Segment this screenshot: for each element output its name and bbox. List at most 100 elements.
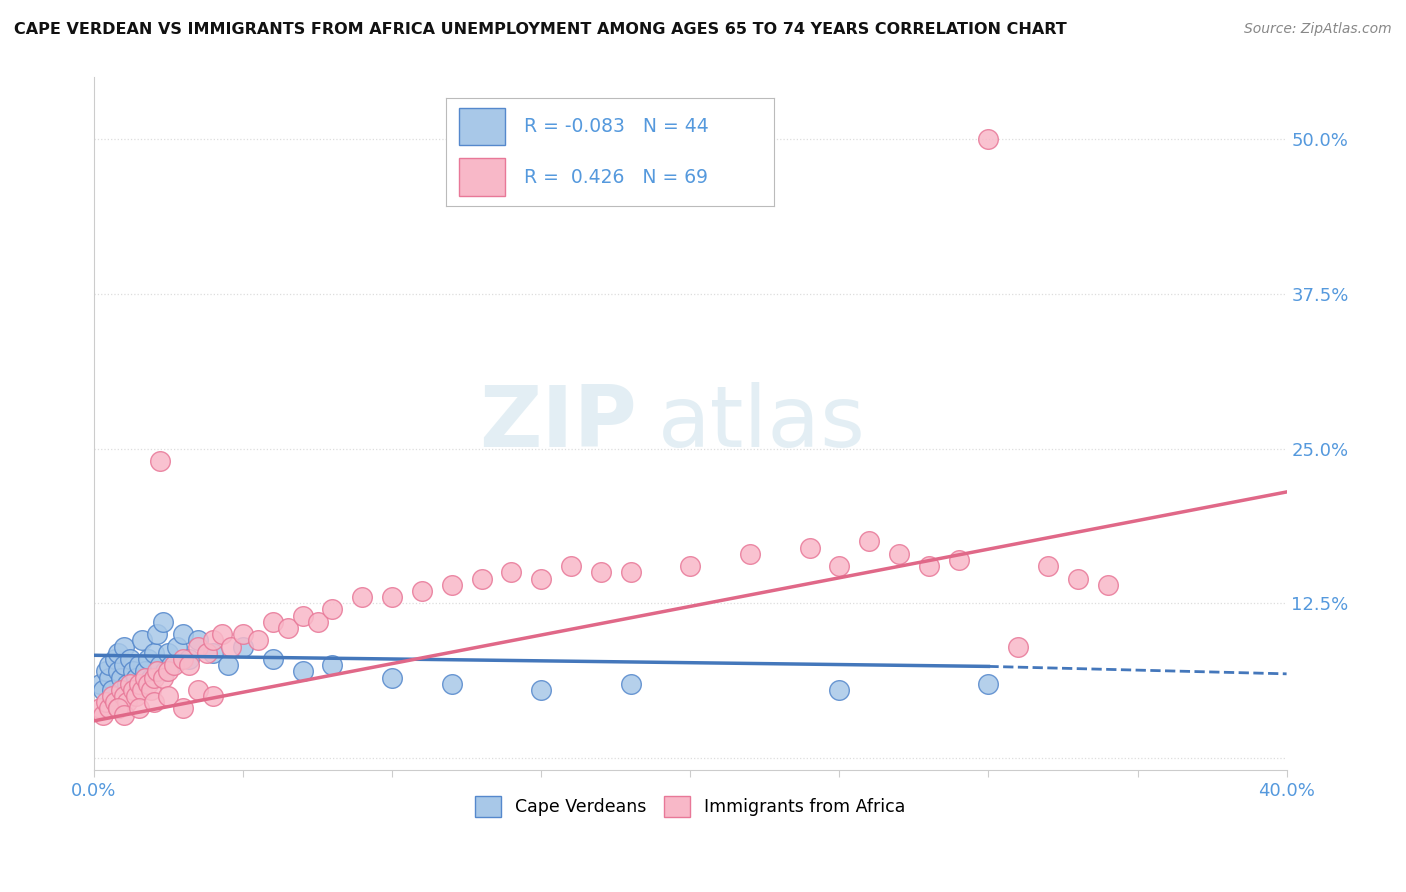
Point <box>157 689 180 703</box>
Point <box>187 640 209 654</box>
Point <box>262 652 284 666</box>
Point <box>381 590 404 604</box>
Point <box>110 671 132 685</box>
Point <box>352 590 374 604</box>
Point <box>1036 559 1059 574</box>
Point <box>172 652 194 666</box>
Point <box>134 671 156 685</box>
Point <box>799 541 821 555</box>
Point <box>440 677 463 691</box>
Point <box>115 677 138 691</box>
Point <box>94 695 117 709</box>
Point <box>219 640 242 654</box>
Point <box>142 695 165 709</box>
Point <box>131 633 153 648</box>
Point <box>738 547 761 561</box>
Text: Source: ZipAtlas.com: Source: ZipAtlas.com <box>1244 22 1392 37</box>
Point <box>136 652 159 666</box>
Point <box>94 665 117 679</box>
Point <box>97 671 120 685</box>
Point <box>110 682 132 697</box>
Point <box>121 682 143 697</box>
Point <box>501 566 523 580</box>
Point <box>145 665 167 679</box>
Point <box>440 578 463 592</box>
Point <box>115 695 138 709</box>
Point <box>381 671 404 685</box>
Point <box>124 689 146 703</box>
Point <box>152 671 174 685</box>
Point <box>589 566 612 580</box>
Point <box>101 689 124 703</box>
Point <box>828 559 851 574</box>
Point <box>91 707 114 722</box>
Point <box>121 665 143 679</box>
Point <box>470 572 492 586</box>
Text: ZIP: ZIP <box>479 383 637 466</box>
Point <box>163 658 186 673</box>
Point <box>1067 572 1090 586</box>
Point <box>97 658 120 673</box>
Point <box>160 658 183 673</box>
Point <box>148 658 170 673</box>
Point <box>262 615 284 629</box>
Point <box>202 633 225 648</box>
Point <box>134 665 156 679</box>
Point <box>145 627 167 641</box>
Point <box>211 627 233 641</box>
Point <box>1097 578 1119 592</box>
Point <box>560 559 582 574</box>
Point <box>179 658 201 673</box>
Point <box>136 677 159 691</box>
Point <box>101 682 124 697</box>
Point <box>195 646 218 660</box>
Point <box>232 640 254 654</box>
Point <box>291 608 314 623</box>
Point <box>148 454 170 468</box>
Point <box>112 689 135 703</box>
Point <box>321 602 343 616</box>
Point <box>157 646 180 660</box>
Point <box>530 572 553 586</box>
Point <box>124 671 146 685</box>
Point <box>131 682 153 697</box>
Point <box>139 671 162 685</box>
Point <box>232 627 254 641</box>
Text: atlas: atlas <box>658 383 866 466</box>
Point <box>107 701 129 715</box>
Point <box>172 701 194 715</box>
Point <box>411 583 433 598</box>
Text: CAPE VERDEAN VS IMMIGRANTS FROM AFRICA UNEMPLOYMENT AMONG AGES 65 TO 74 YEARS CO: CAPE VERDEAN VS IMMIGRANTS FROM AFRICA U… <box>14 22 1067 37</box>
Point <box>620 566 643 580</box>
Point <box>97 701 120 715</box>
Point <box>104 695 127 709</box>
Point <box>152 615 174 629</box>
Point <box>977 677 1000 691</box>
Point <box>128 658 150 673</box>
Point <box>107 701 129 715</box>
Point <box>89 701 111 715</box>
Point <box>89 677 111 691</box>
Point <box>291 665 314 679</box>
Point <box>918 559 941 574</box>
Point <box>142 671 165 685</box>
Point <box>1007 640 1029 654</box>
Point <box>246 633 269 648</box>
Point <box>307 615 329 629</box>
Point <box>321 658 343 673</box>
Point <box>107 665 129 679</box>
Point <box>858 534 880 549</box>
Point <box>112 658 135 673</box>
Point <box>107 646 129 660</box>
Point <box>620 677 643 691</box>
Point <box>202 689 225 703</box>
Point <box>118 677 141 691</box>
Point <box>139 682 162 697</box>
Point <box>128 701 150 715</box>
Point <box>91 682 114 697</box>
Point <box>277 621 299 635</box>
Point <box>948 553 970 567</box>
Point <box>104 652 127 666</box>
Point <box>187 633 209 648</box>
Point <box>179 652 201 666</box>
